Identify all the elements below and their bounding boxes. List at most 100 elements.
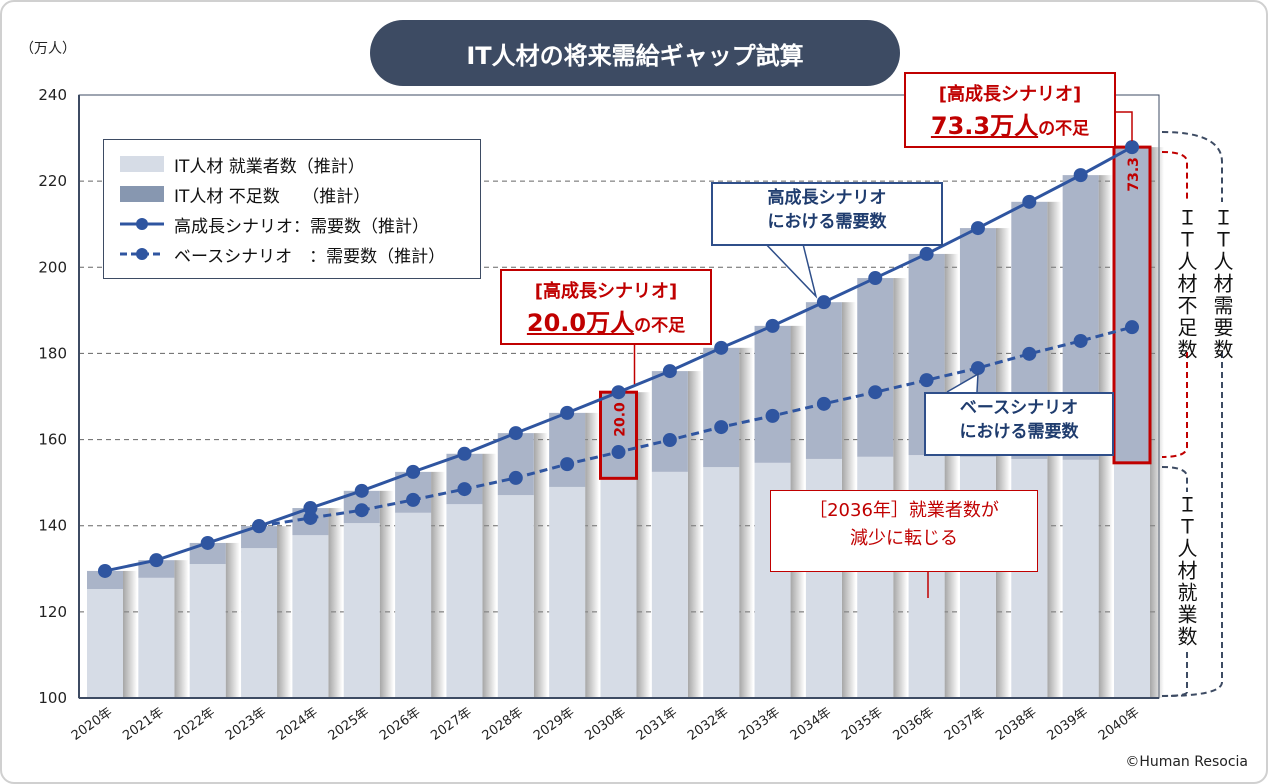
bar-workers (292, 535, 329, 698)
x-tick-label: 2021年 (120, 705, 166, 744)
callout-suffix: の不足 (1038, 119, 1090, 139)
bar-shortage (549, 412, 586, 487)
bar-shadow (995, 228, 1010, 699)
legend-label: ベースシナリオ ：需要数（推計） (174, 246, 446, 267)
legend-item-workers: IT人材 就業者数（推計） (120, 152, 365, 177)
bar-shadow (123, 570, 137, 698)
bar-workers (549, 486, 586, 698)
x-tick-label: 2034年 (788, 705, 834, 744)
legend-item-high: 高成長シナリオ：需要数（推計） (120, 212, 429, 237)
x-tick-label: 2026年 (377, 705, 423, 744)
callout-title: [高成長シナリオ] (534, 281, 678, 302)
callout-pointer (761, 239, 818, 299)
base-demand-line-point (560, 457, 575, 472)
bar-workers (446, 504, 483, 698)
base-demand-line-point (919, 373, 934, 388)
bar-workers (189, 564, 226, 698)
base-demand-line-point (714, 420, 729, 435)
x-tick-label: 2029年 (531, 705, 577, 744)
base-demand-line-point (457, 482, 472, 497)
base-demand-line-point (508, 470, 523, 485)
callout-2036-workers: ［2036年］就業者数が 減少に転じる (770, 490, 1038, 572)
x-tick-label: 2022年 (172, 705, 218, 744)
shortage-value-label: 73.3 (1126, 157, 1142, 192)
x-tick-label: 2038年 (993, 705, 1039, 744)
high-demand-line-point (303, 501, 318, 516)
bar-shadow (174, 560, 189, 698)
callout-title: [高成長シナリオ] (938, 84, 1082, 105)
bar-workers (343, 523, 380, 698)
legend-label: IT人材 不足数 （推計） (174, 186, 371, 207)
bar-workers (241, 548, 278, 698)
bar-workers (703, 467, 740, 698)
bar-shortage (138, 560, 175, 578)
high-demand-line-point (1125, 140, 1139, 155)
bar-shortage (446, 453, 483, 505)
callout-line: 高成長シナリオ (767, 188, 887, 208)
high-demand-line-point (98, 563, 112, 578)
bar-shadow (944, 253, 959, 698)
high-demand-line-point (508, 426, 523, 441)
high-demand-line-point (868, 271, 883, 286)
bar-shadow (328, 508, 343, 698)
bar-shadow (636, 392, 651, 698)
bar-shortage (754, 325, 791, 463)
bar-workers (497, 495, 534, 698)
bar-workers (1114, 462, 1150, 698)
bar-shortage (805, 302, 842, 459)
bar-shadow (585, 412, 600, 698)
callout-leader (1112, 111, 1133, 142)
base-demand-line-point (868, 385, 883, 400)
bar-shadow (533, 433, 548, 698)
x-tick-label: 2039年 (1045, 705, 1091, 744)
side-label-demand: ＩＴ人材需要数 (1210, 207, 1234, 361)
bar-shadow (277, 526, 292, 698)
x-tick-label: 2025年 (326, 705, 372, 744)
base-demand-line-point (1125, 320, 1139, 335)
y-tick-label: 240 (38, 86, 67, 104)
high-demand-line-point (714, 340, 729, 355)
bar-shortage (703, 347, 740, 468)
high-demand-line-point (406, 464, 421, 479)
base-demand-line-point (1022, 346, 1037, 361)
high-demand-line-point (611, 385, 626, 400)
bar-shadow (379, 490, 394, 698)
x-tick-label: 2032年 (685, 705, 731, 744)
callout-value: 73.3万人 (930, 112, 1039, 140)
x-tick-label: 2024年 (274, 705, 320, 744)
x-tick-label: 2037年 (942, 705, 988, 744)
high-demand-line-point (919, 246, 934, 261)
x-tick-label: 2040年 (1096, 705, 1142, 744)
legend-item-shortage: IT人材 不足数 （推計） (120, 182, 371, 207)
bar-shadow (225, 542, 240, 698)
x-tick-label: 2030年 (582, 705, 628, 744)
legend-item-base: ベースシナリオ ：需要数（推計） (120, 242, 446, 267)
y-axis-unit: （万人） (20, 41, 76, 57)
chart-title: IT人材の将来需給ギャップ試算 (370, 20, 900, 86)
x-tick-label: 2035年 (839, 705, 885, 744)
callout-2040-shortage: [高成長シナリオ] 73.3万人の不足 (904, 72, 1116, 148)
high-demand-line-point (354, 483, 369, 498)
y-tick-label: 160 (38, 431, 67, 449)
shortage-value-label: 20.0 (613, 402, 629, 437)
high-demand-line-point (1022, 194, 1037, 209)
high-demand-line-point (560, 405, 575, 420)
bar-workers (600, 478, 637, 698)
callout-line: における需要数 (767, 212, 887, 232)
demand-brace (1161, 131, 1223, 697)
high-demand-line-point (765, 318, 780, 333)
y-tick-label: 100 (38, 689, 67, 707)
base-demand-line-point (611, 445, 626, 460)
base-demand-line-point (765, 408, 780, 423)
legend: IT人材 就業者数（推計） IT人材 不足数 （推計） 高成長シナリオ：需要数（… (103, 139, 481, 279)
bar-shortage (651, 371, 688, 472)
y-tick-label: 220 (38, 172, 67, 190)
callout-suffix: の不足 (634, 316, 686, 336)
y-tick-label: 180 (38, 344, 67, 362)
base-demand-line-point (816, 396, 831, 411)
high-demand-line-point (457, 446, 472, 461)
bar-workers (87, 589, 123, 698)
x-tick-label: 2036年 (891, 705, 937, 744)
callout-base-demand: ベースシナリオ における需要数 (924, 392, 1114, 456)
